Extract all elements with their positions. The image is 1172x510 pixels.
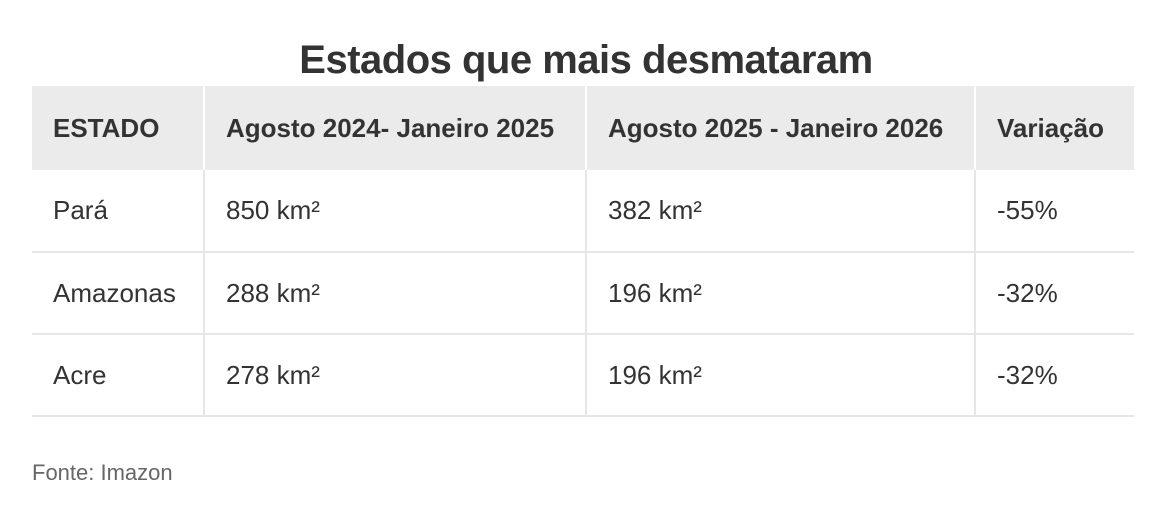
- cell-estado: Acre: [53, 359, 107, 390]
- column-header-estado: ESTADO: [53, 112, 160, 143]
- cell-period-2025-2026: 196 km²: [585, 252, 975, 334]
- column-header-variacao: Variação: [974, 86, 1134, 170]
- table-header-row: ESTADO Agosto 2024- Janeiro 2025 Agosto …: [32, 86, 1134, 170]
- cell-period-2025-2026: 382 km²: [585, 170, 975, 252]
- cell-period-2024-2025: 288 km²: [203, 252, 586, 334]
- cell-estado: Amazonas: [53, 277, 176, 308]
- cell-variacao: -55%: [974, 170, 1134, 252]
- table-row: Acre 278 km² 196 km² -32%: [32, 334, 1134, 416]
- cell-period-2024-2025: 850 km²: [203, 170, 586, 252]
- data-table: ESTADO Agosto 2024- Janeiro 2025 Agosto …: [32, 86, 1134, 417]
- cell-period-2024-2025: 278 km²: [203, 334, 586, 416]
- column-header-period-2024-2025: Agosto 2024- Janeiro 2025: [203, 86, 586, 170]
- source-note: Fonte: Imazon: [32, 460, 173, 485]
- cell-period-2025-2026: 196 km²: [585, 334, 975, 416]
- cell-variacao: -32%: [974, 252, 1134, 334]
- table-row: Amazonas 288 km² 196 km² -32%: [32, 252, 1134, 334]
- page-title: Estados que mais desmataram: [299, 38, 873, 82]
- cell-estado: Pará: [53, 195, 108, 225]
- cell-variacao: -32%: [974, 334, 1134, 416]
- column-header-period-2025-2026: Agosto 2025 - Janeiro 2026: [585, 86, 975, 170]
- table-row: Pará 850 km² 382 km² -55%: [32, 170, 1134, 252]
